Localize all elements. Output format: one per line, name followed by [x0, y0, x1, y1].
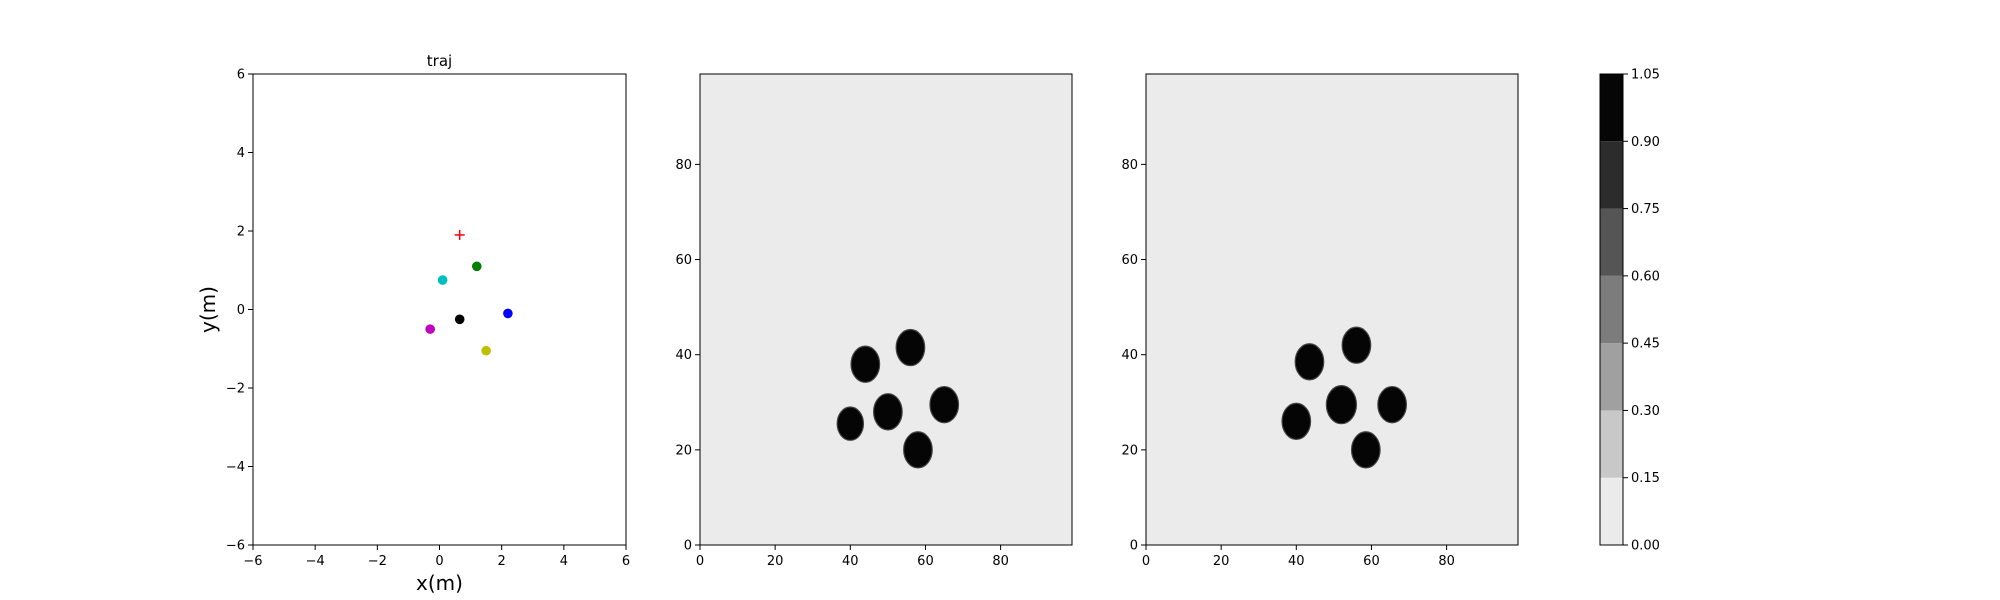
y-tick-label: 40: [1121, 348, 1138, 363]
y-tick-label: −6: [226, 539, 245, 554]
map-1-ticks: 0 20 40 60 80 0 20 40 60 80: [675, 158, 1008, 569]
map-panel-2: 0 20 40 60 80 0 20 40 60 80: [1121, 73, 1519, 569]
y-tick-label: 80: [1121, 158, 1138, 173]
colorbar: 0.00 0.15 0.30 0.45 0.60 0.75 0.90 1.05: [1599, 68, 1660, 554]
agent-point: [425, 324, 435, 334]
x-tick-label: 80: [992, 554, 1009, 569]
map-2-ticks: 0 20 40 60 80 0 20 40 60 80: [1121, 158, 1454, 569]
map-2-axes-frame: [1145, 73, 1519, 546]
colorbar-frame: [1599, 73, 1624, 546]
x-tick-label: 0: [435, 554, 443, 569]
x-tick-label: −6: [243, 554, 262, 569]
y-tick-label: 2: [237, 225, 245, 240]
y-tick-label: 40: [675, 348, 692, 363]
x-tick-label: 60: [917, 554, 934, 569]
obstacle-blob: [1350, 431, 1381, 469]
colorbar-tick-label: 0.00: [1631, 539, 1660, 554]
colorbar-band: [1600, 141, 1623, 209]
x-tick-label: 80: [1438, 554, 1455, 569]
x-tick-label: 20: [767, 554, 784, 569]
traj-panel: traj x(m) y(m) −6 −4 −2 0 2 4 6 −6 −4 −2 0 2 4 6: [196, 52, 630, 595]
colorbar-tick-label: 0.90: [1631, 135, 1660, 150]
y-tick-label: 6: [237, 68, 245, 83]
colorbar-tick-label: 0.45: [1631, 337, 1660, 352]
colorbar-tick-label: 0.15: [1631, 471, 1660, 486]
y-tick-label: 60: [675, 253, 692, 268]
colorbar-band: [1600, 74, 1623, 142]
obstacle-blob: [1341, 326, 1372, 364]
x-axis-label: x(m): [416, 571, 463, 595]
x-tick-label: 60: [1363, 554, 1380, 569]
colorbar-tick-label: 0.30: [1631, 404, 1660, 419]
colorbar-band: [1600, 343, 1623, 411]
map-2-blobs: [1281, 326, 1407, 469]
y-tick-label: 20: [675, 443, 692, 458]
colorbar-bands: [1600, 74, 1623, 545]
colorbar-band: [1600, 410, 1623, 478]
y-tick-label: 20: [1121, 443, 1138, 458]
colorbar-tick-label: 0.60: [1631, 269, 1660, 284]
y-axis-label: y(m): [196, 286, 220, 333]
obstacle-blob: [895, 328, 926, 367]
obstacle-blob: [903, 431, 933, 469]
traj-axes-frame: [252, 73, 627, 546]
agent-point: [454, 314, 465, 325]
agent-point: [503, 308, 513, 319]
obstacle-blob: [1325, 385, 1358, 425]
obstacle-blob: [1294, 343, 1325, 381]
x-tick-label: −2: [368, 554, 387, 569]
obstacle-blob: [850, 345, 881, 383]
colorbar-band: [1600, 275, 1623, 344]
y-tick-label: 60: [1121, 253, 1138, 268]
x-tick-label: 0: [696, 554, 704, 569]
map-2-background: [1146, 74, 1518, 545]
obstacle-blob: [1377, 385, 1407, 424]
traj-title: traj: [427, 52, 452, 70]
colorbar-tick-label: 0.75: [1631, 202, 1660, 217]
map-panel-1: 0 20 40 60 80 0 20 40 60 80: [675, 73, 1073, 569]
colorbar-band: [1600, 477, 1623, 545]
map-1-axes-frame: [699, 73, 1073, 546]
y-tick-label: 0: [684, 539, 692, 554]
x-tick-label: 2: [498, 554, 506, 569]
y-tick-label: 80: [675, 158, 692, 173]
y-tick-label: −4: [226, 460, 245, 475]
obstacle-blob: [1281, 402, 1312, 440]
y-tick-label: 0: [1130, 539, 1138, 554]
x-tick-label: 6: [622, 554, 630, 569]
x-tick-label: 40: [1288, 554, 1305, 569]
colorbar-tick-label: 1.05: [1631, 68, 1660, 83]
obstacle-blob: [872, 393, 903, 431]
x-tick-label: 40: [842, 554, 859, 569]
map-1-background: [700, 74, 1072, 545]
traj-points: [425, 229, 513, 356]
colorbar-band: [1600, 208, 1623, 276]
map-1-blobs: [836, 328, 960, 469]
colorbar-ticks: 0.00 0.15 0.30 0.45 0.60 0.75 0.90 1.05: [1623, 68, 1660, 554]
agent-point: [481, 345, 491, 356]
agent-point: [437, 275, 448, 285]
x-tick-label: 0: [1142, 554, 1150, 569]
y-tick-label: −2: [226, 382, 245, 397]
agent-point: [472, 261, 482, 272]
x-tick-label: 4: [560, 554, 568, 569]
obstacle-blob: [836, 406, 865, 441]
y-tick-label: 4: [237, 146, 245, 161]
obstacle-blob: [929, 385, 960, 424]
traj-ticks: −6 −4 −2 0 2 4 6 −6 −4 −2 0 2 4 6: [226, 68, 630, 570]
y-tick-label: 0: [237, 303, 245, 318]
x-tick-label: 20: [1213, 554, 1230, 569]
target-marker: [454, 229, 465, 240]
x-tick-label: −4: [306, 554, 325, 569]
